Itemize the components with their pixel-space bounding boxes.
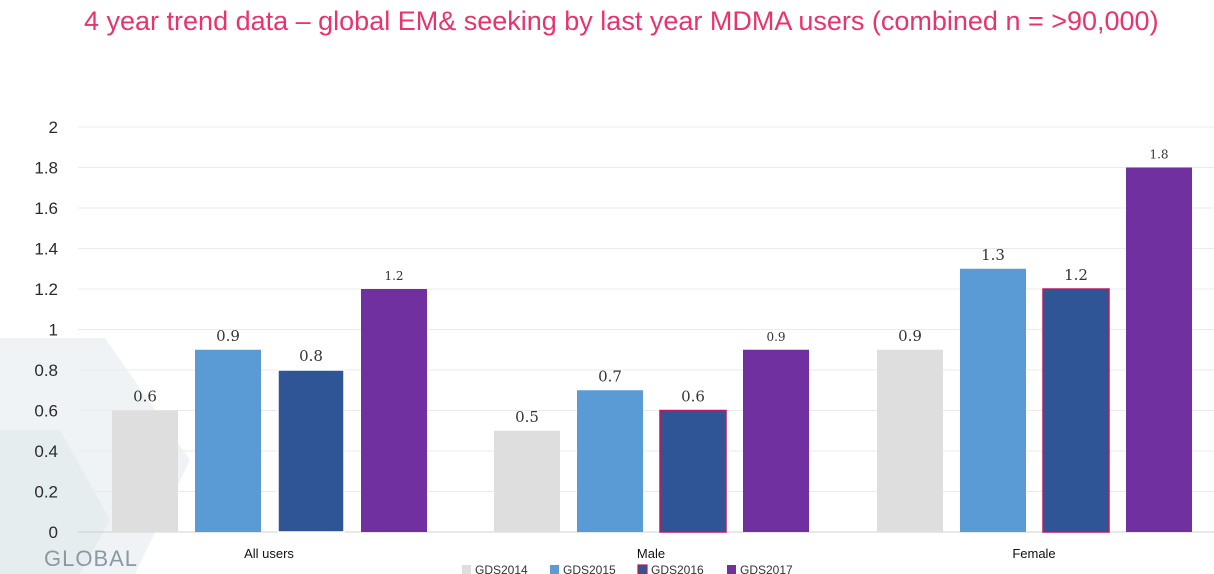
data-label: 1.3 [981,246,1005,264]
data-label: 1.8 [1149,148,1168,162]
bar-gds2014-all-users [112,410,178,532]
legend-swatch-gds2017 [727,565,736,574]
data-label: 0.8 [299,347,323,365]
legend: GDS2014 GDS2015 GDS2016 GDS2017 [462,563,793,574]
bar-gds2016-male [659,409,727,533]
bar-gds2016-female [1042,288,1110,533]
data-label: 1.2 [1064,266,1088,284]
y-tick-label: 0 [49,523,58,542]
legend-swatch-gds2015 [550,565,559,574]
slide-title: 4 year trend data – global EM& seeking b… [84,6,1159,36]
data-label: 0.6 [133,388,157,406]
legend-label-gds2016: GDS2016 [651,563,704,574]
bar-gds2014-male [494,430,560,532]
data-label: 0.6 [681,388,705,406]
y-tick-label: 1.2 [34,280,58,299]
data-label: 1.2 [384,269,403,283]
y-tick-label: 0.8 [34,361,58,380]
bars [112,167,1192,533]
y-tick-label: 0.4 [34,442,58,461]
y-tick-label: 1.4 [34,240,58,259]
legend-swatch-gds2016 [637,564,648,574]
data-labels: 0.6 0.9 0.8 1.2 0.5 0.7 0.6 0.9 0.9 1.3 1.2 1.8 [133,148,1168,426]
background-hexagon-shape [0,430,110,574]
y-axis-ticks: 0 0.2 0.4 0.6 0.8 1 1.2 1.4 1.6 1.8 2 [34,118,58,542]
data-label: 0.9 [766,330,785,344]
global-drug-survey-logo: GLOBAL [44,546,139,571]
legend-label-gds2017: GDS2017 [740,563,793,574]
x-category-label: Female [1012,546,1055,561]
y-tick-label: 1.6 [34,199,58,218]
bar-gds2017-male [743,349,809,532]
bar-gds2014-female [877,349,943,532]
y-tick-label: 1.8 [34,159,58,178]
legend-label-gds2015: GDS2015 [563,563,616,574]
bar-gds2016-all-users [277,369,345,533]
data-label: 0.9 [898,327,922,345]
y-tick-label: 0.2 [34,483,58,502]
legend-label-gds2014: GDS2014 [475,563,528,574]
bar-gds2015-all-users [195,349,261,532]
data-label: 0.7 [598,367,622,385]
bar-gds2015-female [960,268,1026,532]
legend-swatch-gds2014 [462,565,471,574]
bar-gds2017-all-users [361,289,427,532]
x-category-label: All users [244,546,294,561]
bar-gds2015-male [577,390,643,532]
x-category-label: Male [637,546,665,561]
data-label: 0.5 [515,408,539,426]
y-tick-label: 1 [49,321,58,340]
bar-gds2017-female [1126,167,1192,532]
x-axis-categories: All users Male Female [244,546,1056,561]
y-tick-label: 2 [49,118,58,137]
data-label: 0.9 [216,327,240,345]
y-tick-label: 0.6 [34,402,58,421]
